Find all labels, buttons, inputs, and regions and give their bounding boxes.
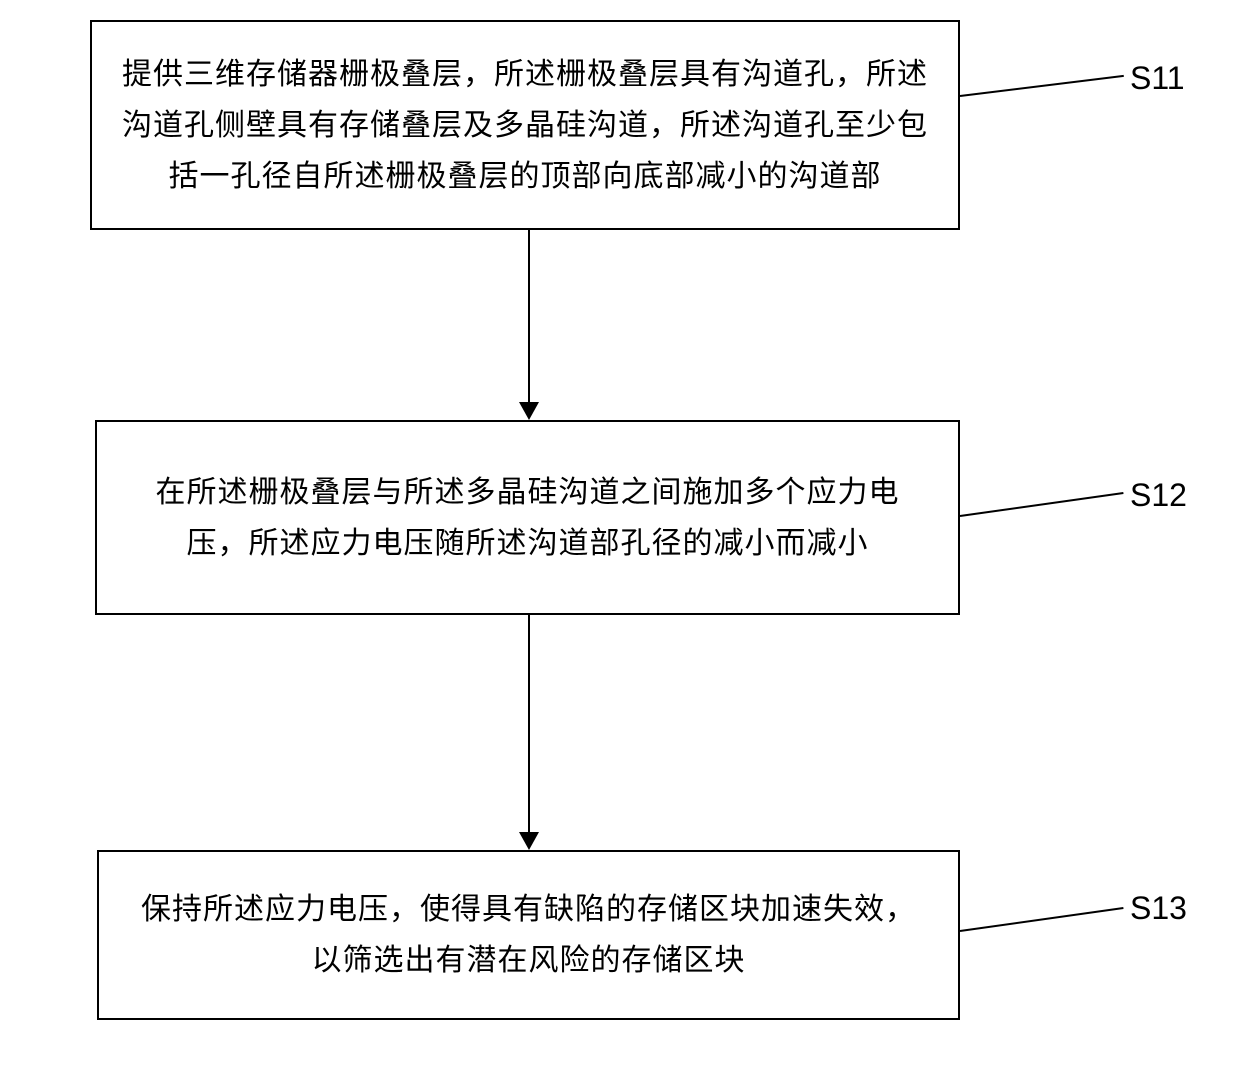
step-text-s13: 保持所述应力电压，使得具有缺陷的存储区块加速失效，以筛选出有潜在风险的存储区块 xyxy=(129,884,928,986)
step-text-s11: 提供三维存储器栅极叠层，所述栅极叠层具有沟道孔，所述沟道孔侧壁具有存储叠层及多晶… xyxy=(122,49,928,202)
arrow-head-1 xyxy=(519,402,539,420)
arrow-line-2 xyxy=(528,615,530,833)
arrow-line-1 xyxy=(528,230,530,402)
step-label-s12: S12 xyxy=(1130,477,1187,514)
connector-line-s11 xyxy=(960,75,1124,97)
connector-line-s13 xyxy=(960,907,1124,932)
step-box-s12: 在所述栅极叠层与所述多晶硅沟道之间施加多个应力电压，所述应力电压随所述沟道部孔径… xyxy=(95,420,960,615)
step-label-s13: S13 xyxy=(1130,890,1187,927)
step-box-s11: 提供三维存储器栅极叠层，所述栅极叠层具有沟道孔，所述沟道孔侧壁具有存储叠层及多晶… xyxy=(90,20,960,230)
arrow-head-2 xyxy=(519,832,539,850)
step-box-s13: 保持所述应力电压，使得具有缺陷的存储区块加速失效，以筛选出有潜在风险的存储区块 xyxy=(97,850,960,1020)
connector-line-s12 xyxy=(960,492,1124,517)
flowchart-container: 提供三维存储器栅极叠层，所述栅极叠层具有沟道孔，所述沟道孔侧壁具有存储叠层及多晶… xyxy=(0,0,1240,1089)
step-label-s11: S11 xyxy=(1130,60,1185,97)
step-text-s12: 在所述栅极叠层与所述多晶硅沟道之间施加多个应力电压，所述应力电压随所述沟道部孔径… xyxy=(127,467,928,569)
